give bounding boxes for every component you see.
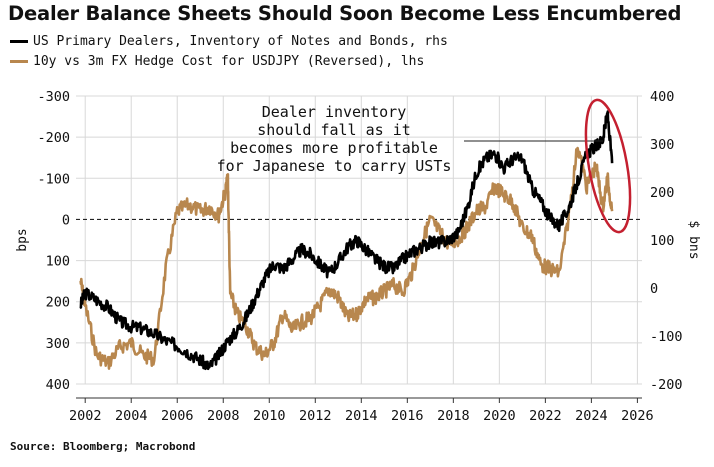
series-line-dealer-inventory bbox=[79, 110, 614, 371]
source-note: Source: Bloomberg; Macrobond bbox=[10, 440, 196, 453]
right-tick-label: 300 bbox=[650, 137, 674, 153]
x-tick-label: 2016 bbox=[391, 408, 424, 424]
series-line-hedge-cost bbox=[79, 146, 614, 370]
right-axis-title: $ bns bbox=[686, 220, 701, 259]
right-tick-label: 100 bbox=[650, 233, 674, 249]
right-tick-label: 400 bbox=[650, 89, 674, 105]
right-tick-label: 0 bbox=[650, 281, 658, 297]
left-tick-label: 200 bbox=[46, 295, 70, 311]
left-tick-label: 400 bbox=[46, 377, 70, 393]
x-tick-label: 2024 bbox=[575, 408, 608, 424]
x-tick-label: 2018 bbox=[437, 408, 470, 424]
left-tick-label: -100 bbox=[37, 171, 70, 187]
right-tick-label: 200 bbox=[650, 185, 674, 201]
left-tick-label: 100 bbox=[46, 254, 70, 270]
x-tick-label: 2012 bbox=[299, 408, 332, 424]
right-tick-label: -100 bbox=[650, 329, 683, 345]
highlight-ellipse bbox=[584, 98, 632, 234]
left-tick-label: 0 bbox=[62, 212, 70, 228]
legend-label-hedge: 10y vs 3m FX Hedge Cost for USDJPY (Reve… bbox=[33, 53, 425, 69]
legend-label-dealers: US Primary Dealers, Inventory of Notes a… bbox=[33, 33, 448, 49]
x-tick-label: 2004 bbox=[115, 408, 148, 424]
legend-swatch-dealers bbox=[10, 39, 28, 43]
x-tick-label: 2006 bbox=[161, 408, 194, 424]
x-tick-label: 2020 bbox=[483, 408, 516, 424]
left-tick-label: -300 bbox=[37, 89, 70, 105]
x-tick-label: 2014 bbox=[345, 408, 378, 424]
left-axis-title: bps bbox=[15, 228, 30, 251]
chart-title: Dealer Balance Sheets Should Soon Become… bbox=[8, 2, 682, 25]
x-tick-label: 2002 bbox=[69, 408, 102, 424]
annotation-line: Dealer inventory bbox=[262, 103, 407, 121]
legend-entry-hedge: 10y vs 3m FX Hedge Cost for USDJPY (Reve… bbox=[10, 52, 424, 70]
annotation-line: for Japanese to carry USTs bbox=[217, 157, 452, 175]
x-tick-label: 2010 bbox=[253, 408, 286, 424]
legend-entry-dealers: US Primary Dealers, Inventory of Notes a… bbox=[10, 32, 448, 50]
right-tick-label: -200 bbox=[650, 377, 683, 393]
annotation-line: should fall as it bbox=[257, 121, 411, 139]
left-tick-label: 300 bbox=[46, 336, 70, 352]
left-tick-label: -200 bbox=[37, 130, 70, 146]
legend-swatch-hedge bbox=[10, 59, 28, 63]
x-tick-label: 2026 bbox=[621, 408, 654, 424]
annotation-line: becomes more profitable bbox=[230, 139, 438, 157]
x-tick-label: 2008 bbox=[207, 408, 240, 424]
x-tick-label: 2022 bbox=[529, 408, 562, 424]
